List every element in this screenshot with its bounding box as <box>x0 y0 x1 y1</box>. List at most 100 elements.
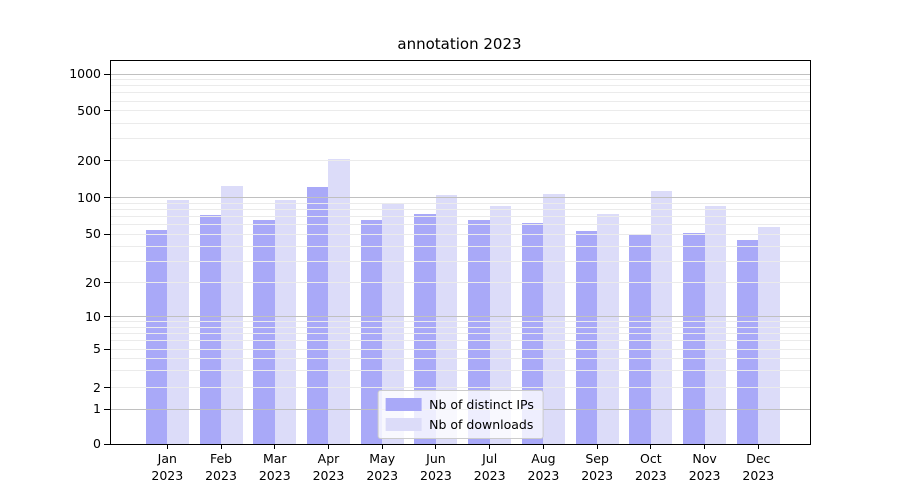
gridline-500 <box>111 110 810 112</box>
x-tick-mark-apr <box>327 443 329 449</box>
gridline-200 <box>111 160 810 162</box>
x-tick-year: 2023 <box>366 468 399 483</box>
x-tick-mark-feb <box>220 443 222 449</box>
x-tick-label-oct: Oct 2023 <box>621 450 681 484</box>
bar-distinct-ips-mar <box>253 219 275 444</box>
x-tick-month: Aug <box>531 451 556 466</box>
x-tick-mark-sep <box>596 443 598 449</box>
legend-item-downloads: Nb of downloads <box>385 417 534 432</box>
x-tick-mark-may <box>381 443 383 449</box>
x-tick-month: May <box>369 451 396 466</box>
chart-title: annotation 2023 <box>397 35 522 53</box>
gridline-50 <box>111 233 810 235</box>
x-tick-month: Mar <box>262 451 287 466</box>
gridline-100 <box>111 197 810 199</box>
x-tick-label-sep: Sep 2023 <box>567 450 627 484</box>
y-tick-label-0: 0 <box>93 436 101 451</box>
y-tick-label-100: 100 <box>77 189 101 205</box>
y-tick-label-10: 10 <box>85 308 101 324</box>
y-tick-mark-2 <box>104 387 110 389</box>
y-tick-label-50: 50 <box>85 226 101 242</box>
x-tick-mark-dec <box>757 443 759 449</box>
bar-distinct-ips-oct <box>629 235 651 444</box>
gridline-80 <box>111 208 810 210</box>
bar-downloads-dec <box>758 227 780 444</box>
gridline-90 <box>111 202 810 204</box>
x-tick-label-apr: Apr 2023 <box>298 450 358 484</box>
x-tick-year: 2023 <box>473 468 506 483</box>
legend-swatch-downloads <box>385 418 422 431</box>
y-tick-mark-500 <box>104 110 110 112</box>
gridline-10 <box>111 316 810 318</box>
y-tick-mark-50 <box>104 233 110 235</box>
gridline-4 <box>111 358 810 360</box>
bar-downloads-may <box>382 204 404 444</box>
bar-distinct-ips-feb <box>199 215 222 444</box>
plot-area: 0 1 2 5 10 20 50 100 200 500 1000 Jan 2023 Feb 2023 Mar… <box>69 60 811 483</box>
bar-downloads-jun <box>435 194 458 444</box>
y-tick-mark-20 <box>104 282 110 284</box>
x-tick-year: 2023 <box>527 468 560 483</box>
y-tick-label-200: 200 <box>77 152 101 168</box>
x-tick-month: Jun <box>426 451 446 466</box>
gridline-800 <box>111 85 810 87</box>
legend-label-distinct-ips: Nb of distinct IPs <box>429 397 534 412</box>
x-tick-year: 2023 <box>634 468 667 483</box>
gridline-900 <box>111 79 810 81</box>
y-tick-mark-100 <box>104 197 110 199</box>
gridline-60 <box>111 224 810 226</box>
bar-distinct-ips-jun <box>414 214 436 444</box>
gridline-9 <box>111 321 810 323</box>
x-tick-month: Jan <box>157 451 177 466</box>
gridlines-layer <box>111 61 810 444</box>
bar-downloads-sep <box>597 213 619 444</box>
x-tick-label-dec: Dec 2023 <box>728 450 788 484</box>
x-tick-label-jul: Jul 2023 <box>460 450 520 484</box>
gridline-300 <box>111 138 810 140</box>
gridline-1000 <box>111 73 810 75</box>
gridline-8 <box>111 326 810 328</box>
y-tick-mark-200 <box>104 160 110 162</box>
x-tick-year: 2023 <box>581 468 614 483</box>
x-tick-year: 2023 <box>258 468 291 483</box>
gridline-3 <box>111 370 810 372</box>
bar-downloads-apr <box>328 158 350 444</box>
x-tick-mark-mar <box>274 443 276 449</box>
y-tick-label-500: 500 <box>77 102 101 118</box>
gridline-2 <box>111 387 810 389</box>
y-tick-label-2: 2 <box>93 379 101 395</box>
x-tick-label-mar: Mar 2023 <box>245 450 305 484</box>
x-tick-mark-jul <box>489 443 491 449</box>
legend-swatch-distinct-ips <box>385 398 422 411</box>
gridline-6 <box>111 340 810 342</box>
x-tick-month: Jul <box>482 451 498 466</box>
x-tick-mark-aug <box>542 443 544 449</box>
legend: Nb of distinct IPs Nb of downloads <box>377 390 544 439</box>
bar-distinct-ips-nov <box>683 233 705 444</box>
gridline-30 <box>111 260 810 262</box>
x-tick-month: Dec <box>746 451 771 466</box>
x-tick-year: 2023 <box>312 468 345 483</box>
legend-label-downloads: Nb of downloads <box>429 417 534 432</box>
x-tick-month: Apr <box>317 451 340 466</box>
x-tick-label-may: May 2023 <box>352 450 412 484</box>
bar-distinct-ips-sep <box>575 231 598 444</box>
x-tick-mark-jun <box>435 443 437 449</box>
gridline-5 <box>111 348 810 350</box>
y-tick-mark-0 <box>104 443 110 445</box>
x-tick-year: 2023 <box>420 468 452 483</box>
x-tick-label-feb: Feb 2023 <box>191 450 251 484</box>
y-tick-mark-10 <box>104 316 110 318</box>
x-tick-month: Sep <box>585 451 609 466</box>
x-tick-label-jun: Jun 2023 <box>406 450 466 484</box>
x-tick-year: 2023 <box>205 468 237 483</box>
x-tick-label-aug: Aug 2023 <box>513 450 573 484</box>
x-tick-month: Nov <box>692 451 717 466</box>
x-tick-label-nov: Nov 2023 <box>675 450 735 484</box>
x-tick-year: 2023 <box>151 468 184 483</box>
y-tick-label-1000: 1000 <box>69 66 101 81</box>
bar-downloads-oct <box>650 191 673 444</box>
y-tick-mark-5 <box>104 348 110 350</box>
y-tick-label-20: 20 <box>85 274 101 290</box>
